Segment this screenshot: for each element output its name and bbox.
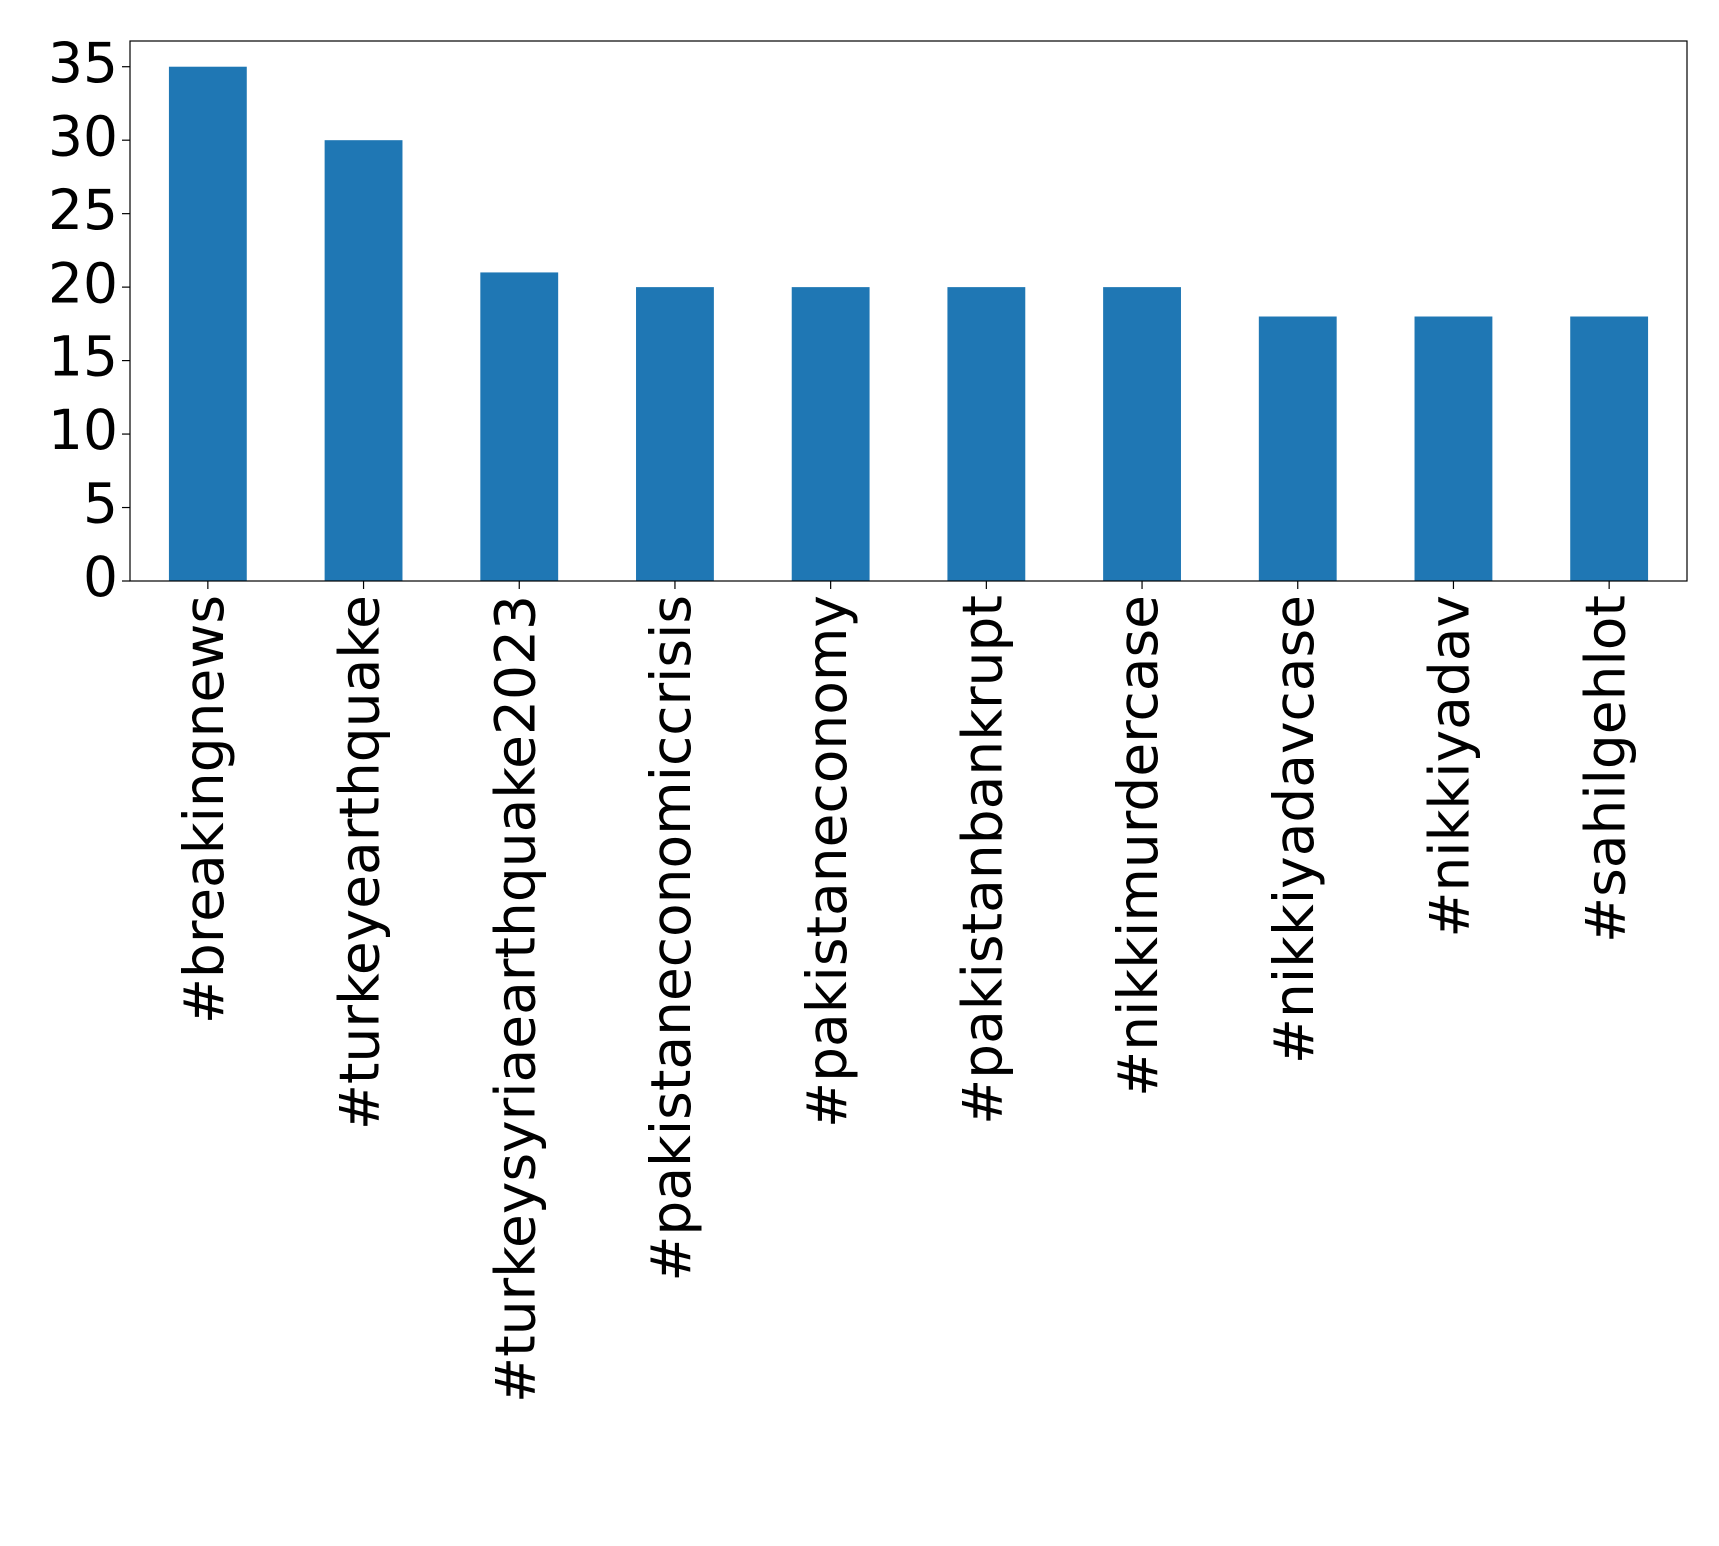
x-tick-label: #pakistanbankrupt	[950, 595, 1014, 1125]
x-tick-label: #turkeyearthquake	[328, 595, 392, 1130]
y-tick-label: 20	[48, 251, 118, 315]
y-tick-label: 5	[83, 472, 118, 536]
bar	[1570, 316, 1649, 581]
bar	[1414, 316, 1493, 581]
x-tick-label: #turkeysyriaearthquake2023	[483, 595, 547, 1403]
bar	[324, 140, 403, 582]
bar	[480, 272, 559, 581]
bar	[1258, 316, 1337, 581]
y-tick-label: 30	[48, 104, 118, 168]
x-tick-label: #pakistaneconomy	[795, 595, 859, 1128]
x-tick-label: #breakingnews	[172, 595, 236, 1024]
x-tick-label: #sahilgehlot	[1573, 595, 1637, 943]
bar	[168, 66, 247, 581]
y-tick-label: 0	[83, 545, 118, 609]
y-tick-label: 10	[48, 398, 118, 462]
y-tick-label: 15	[48, 325, 118, 389]
y-tick-label: 35	[48, 31, 118, 95]
x-tick-label: #nikkimurdercase	[1106, 595, 1170, 1097]
x-tick-label: #pakistaneconomiccrisis	[639, 595, 703, 1282]
x-tick-label: #nikkiyadavcase	[1262, 595, 1326, 1064]
bar	[947, 287, 1026, 581]
plot-frame	[129, 40, 1688, 582]
x-tick-label: #nikkiyadav	[1418, 595, 1482, 938]
bar	[1103, 287, 1181, 581]
y-tick-label: 25	[48, 178, 118, 242]
bar	[791, 287, 870, 581]
bar	[636, 287, 714, 581]
